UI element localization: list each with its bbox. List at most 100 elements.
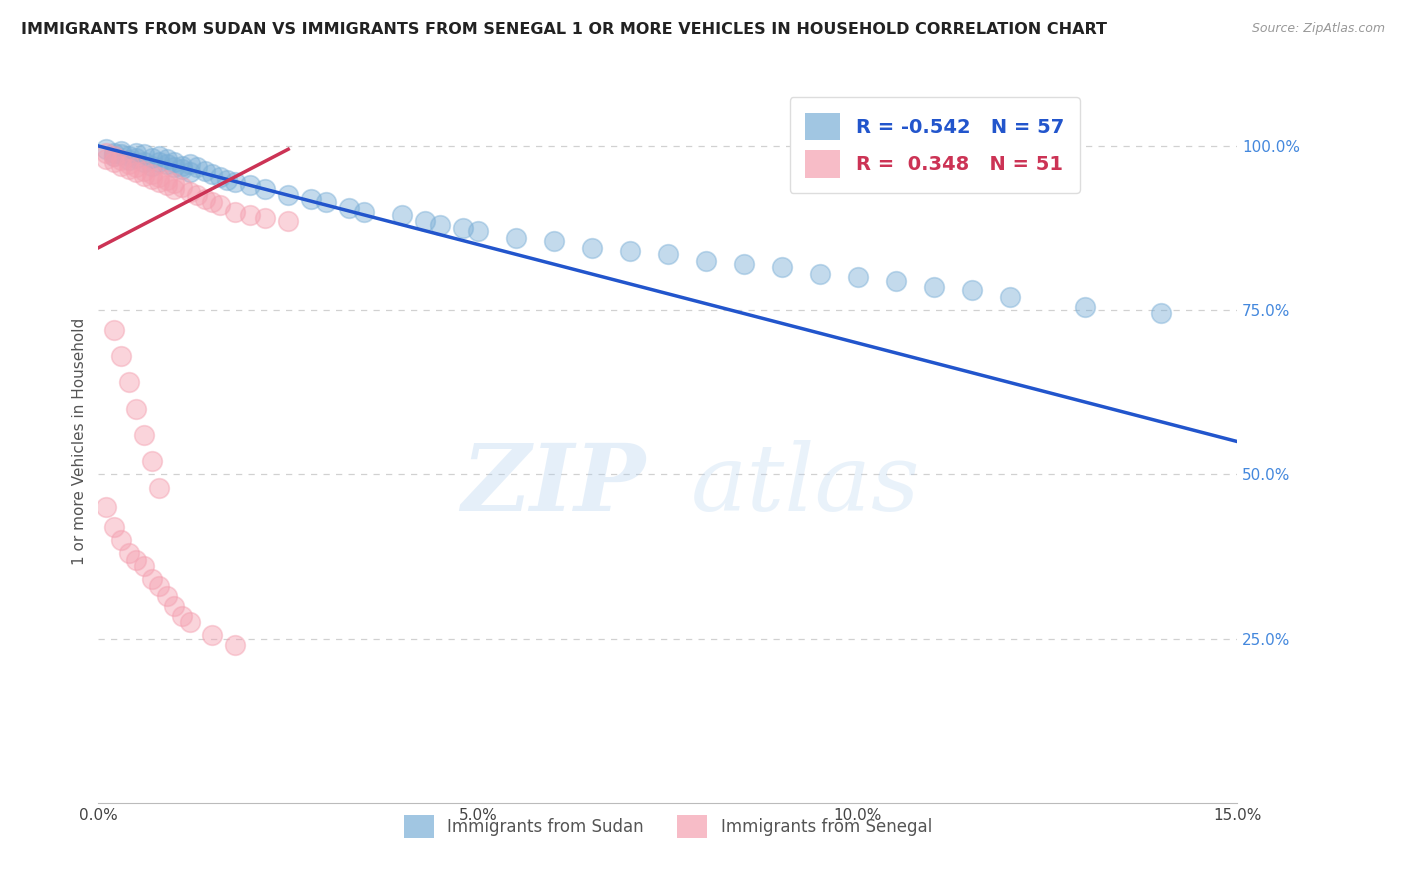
Point <box>141 151 163 165</box>
Point <box>186 160 208 174</box>
Point <box>125 160 148 174</box>
Point <box>922 280 945 294</box>
Point <box>170 159 193 173</box>
Point <box>141 171 163 186</box>
Point <box>179 157 201 171</box>
Point <box>170 179 193 194</box>
Point <box>163 599 186 613</box>
Point <box>94 142 117 156</box>
Point <box>170 608 193 623</box>
Point <box>118 149 141 163</box>
Point <box>998 290 1021 304</box>
Point <box>132 146 155 161</box>
Point <box>103 520 125 534</box>
Point <box>277 214 299 228</box>
Text: atlas: atlas <box>690 440 920 530</box>
Point <box>239 208 262 222</box>
Point <box>808 267 831 281</box>
Point <box>141 159 163 173</box>
Point <box>125 553 148 567</box>
Point <box>224 175 246 189</box>
Point <box>103 149 125 163</box>
Point <box>163 155 186 169</box>
Point <box>179 615 201 630</box>
Point <box>208 170 231 185</box>
Point <box>118 157 141 171</box>
Point <box>224 204 246 219</box>
Point <box>94 152 117 166</box>
Point <box>467 224 489 238</box>
Point <box>156 178 179 193</box>
Point <box>141 167 163 181</box>
Point <box>141 573 163 587</box>
Point <box>132 169 155 183</box>
Point <box>239 178 262 193</box>
Text: ZIP: ZIP <box>461 440 645 530</box>
Point <box>148 170 170 185</box>
Point <box>132 559 155 574</box>
Point <box>103 149 125 163</box>
Point <box>505 231 527 245</box>
Point <box>170 161 193 176</box>
Point <box>110 146 132 161</box>
Point <box>254 211 277 226</box>
Point <box>1074 300 1097 314</box>
Point <box>429 218 451 232</box>
Point <box>132 428 155 442</box>
Point <box>156 589 179 603</box>
Point <box>217 173 239 187</box>
Point <box>110 159 132 173</box>
Point <box>315 194 337 209</box>
Legend: Immigrants from Sudan, Immigrants from Senegal: Immigrants from Sudan, Immigrants from S… <box>398 808 938 845</box>
Point <box>110 349 132 363</box>
Point <box>543 234 565 248</box>
Point <box>118 153 141 168</box>
Point <box>141 454 163 468</box>
Point <box>208 198 231 212</box>
Point <box>770 260 793 275</box>
Point <box>148 175 170 189</box>
Point <box>619 244 641 258</box>
Point <box>353 204 375 219</box>
Point <box>132 155 155 169</box>
Point <box>277 188 299 202</box>
Point <box>125 165 148 179</box>
Point <box>179 185 201 199</box>
Point <box>132 164 155 178</box>
Point <box>201 167 224 181</box>
Point <box>695 254 717 268</box>
Point <box>148 481 170 495</box>
Point <box>186 188 208 202</box>
Point <box>179 165 201 179</box>
Point <box>201 194 224 209</box>
Point <box>94 500 117 515</box>
Y-axis label: 1 or more Vehicles in Household: 1 or more Vehicles in Household <box>72 318 87 566</box>
Point <box>110 533 132 547</box>
Point <box>103 155 125 169</box>
Point <box>299 192 322 206</box>
Point <box>581 241 603 255</box>
Point <box>94 145 117 160</box>
Point <box>163 182 186 196</box>
Point <box>254 182 277 196</box>
Point <box>148 149 170 163</box>
Point <box>960 284 983 298</box>
Text: IMMIGRANTS FROM SUDAN VS IMMIGRANTS FROM SENEGAL 1 OR MORE VEHICLES IN HOUSEHOLD: IMMIGRANTS FROM SUDAN VS IMMIGRANTS FROM… <box>21 22 1107 37</box>
Point <box>103 323 125 337</box>
Point <box>125 401 148 416</box>
Point <box>194 164 217 178</box>
Point <box>156 152 179 166</box>
Point <box>125 151 148 165</box>
Point <box>163 160 186 174</box>
Point <box>413 214 436 228</box>
Point <box>118 376 141 390</box>
Point <box>733 257 755 271</box>
Point <box>110 145 132 159</box>
Point <box>103 145 125 160</box>
Point <box>125 145 148 160</box>
Point <box>156 173 179 187</box>
Point <box>337 202 360 216</box>
Point <box>163 177 186 191</box>
Point <box>148 579 170 593</box>
Text: Source: ZipAtlas.com: Source: ZipAtlas.com <box>1251 22 1385 36</box>
